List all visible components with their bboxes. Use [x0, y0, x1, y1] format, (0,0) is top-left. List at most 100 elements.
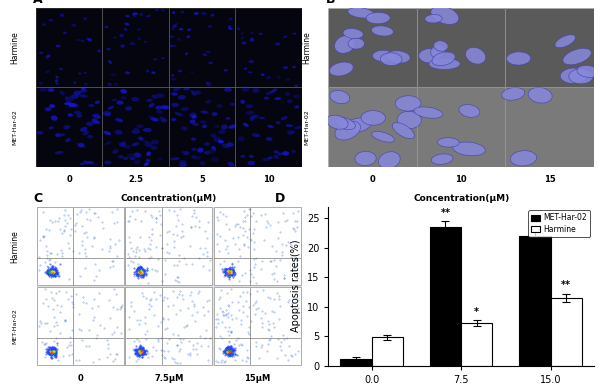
Ellipse shape [196, 90, 201, 94]
Ellipse shape [199, 121, 206, 124]
Bar [461, 323, 493, 366]
Ellipse shape [65, 96, 70, 100]
Ellipse shape [125, 106, 132, 111]
Ellipse shape [259, 33, 263, 35]
Ellipse shape [250, 32, 253, 34]
Ellipse shape [39, 82, 43, 85]
Ellipse shape [49, 19, 53, 21]
Ellipse shape [241, 37, 244, 40]
Ellipse shape [192, 91, 199, 96]
Ellipse shape [577, 65, 599, 77]
Bar [37, 207, 124, 286]
Ellipse shape [200, 161, 205, 165]
Ellipse shape [74, 111, 82, 114]
Ellipse shape [326, 115, 348, 129]
Ellipse shape [218, 130, 226, 134]
Ellipse shape [208, 25, 212, 28]
Bar [235, 87, 302, 167]
Ellipse shape [285, 92, 290, 96]
Ellipse shape [275, 42, 280, 46]
Ellipse shape [80, 127, 88, 131]
Ellipse shape [432, 52, 455, 66]
Ellipse shape [211, 14, 214, 16]
Text: 10: 10 [263, 175, 274, 184]
Ellipse shape [65, 138, 71, 142]
Ellipse shape [51, 116, 58, 121]
Ellipse shape [73, 91, 81, 96]
Ellipse shape [248, 71, 253, 73]
Ellipse shape [294, 126, 302, 129]
Ellipse shape [221, 124, 227, 130]
Ellipse shape [143, 41, 147, 43]
Ellipse shape [133, 128, 139, 131]
Ellipse shape [291, 150, 296, 153]
Ellipse shape [86, 38, 91, 40]
Ellipse shape [343, 28, 363, 39]
Ellipse shape [171, 74, 175, 76]
Ellipse shape [283, 35, 287, 38]
Text: 15μM: 15μM [244, 373, 271, 383]
Ellipse shape [226, 117, 230, 120]
Ellipse shape [46, 70, 50, 73]
Ellipse shape [173, 44, 176, 47]
Ellipse shape [88, 39, 92, 42]
Ellipse shape [569, 69, 593, 84]
Ellipse shape [286, 124, 293, 127]
Ellipse shape [83, 131, 89, 135]
Ellipse shape [170, 35, 174, 38]
Ellipse shape [431, 6, 459, 25]
Ellipse shape [230, 103, 235, 106]
Ellipse shape [76, 114, 82, 118]
Bar [417, 87, 505, 167]
Bar [125, 287, 212, 365]
Ellipse shape [218, 140, 224, 144]
Ellipse shape [179, 160, 187, 164]
Ellipse shape [59, 68, 63, 70]
Ellipse shape [266, 91, 273, 95]
Ellipse shape [453, 142, 485, 156]
Bar [519, 236, 551, 366]
Ellipse shape [80, 163, 85, 165]
Ellipse shape [196, 156, 201, 160]
Ellipse shape [151, 72, 155, 74]
Ellipse shape [380, 53, 402, 66]
Ellipse shape [281, 116, 287, 120]
Ellipse shape [397, 111, 421, 129]
Ellipse shape [212, 112, 218, 116]
Ellipse shape [190, 113, 196, 117]
Ellipse shape [146, 98, 152, 102]
Text: 0: 0 [77, 373, 83, 383]
Ellipse shape [137, 28, 141, 31]
Ellipse shape [148, 116, 154, 119]
Ellipse shape [208, 149, 216, 154]
Ellipse shape [65, 97, 74, 102]
Bar [430, 227, 461, 366]
Ellipse shape [46, 56, 49, 59]
Ellipse shape [371, 131, 395, 142]
Ellipse shape [131, 130, 137, 134]
Ellipse shape [86, 122, 94, 126]
Ellipse shape [47, 88, 55, 92]
Ellipse shape [173, 87, 181, 91]
Ellipse shape [161, 57, 165, 59]
Ellipse shape [437, 138, 459, 147]
Ellipse shape [274, 97, 281, 100]
Ellipse shape [386, 51, 410, 63]
Ellipse shape [80, 89, 88, 93]
Ellipse shape [47, 54, 50, 57]
Ellipse shape [111, 99, 118, 101]
Ellipse shape [155, 9, 159, 11]
Ellipse shape [177, 39, 181, 41]
Bar [169, 8, 235, 87]
Bar [340, 359, 371, 366]
Ellipse shape [120, 89, 127, 94]
Text: Concentration(μM): Concentration(μM) [413, 194, 509, 203]
Ellipse shape [170, 45, 174, 47]
Ellipse shape [190, 119, 196, 124]
Ellipse shape [228, 26, 232, 29]
Ellipse shape [78, 73, 82, 75]
Ellipse shape [114, 83, 118, 86]
Ellipse shape [181, 11, 184, 14]
Ellipse shape [49, 104, 55, 108]
Ellipse shape [157, 157, 163, 161]
